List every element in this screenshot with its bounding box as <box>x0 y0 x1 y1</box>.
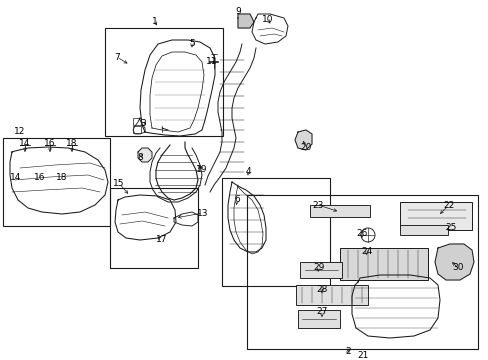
Text: 28: 28 <box>316 285 327 294</box>
Text: 29: 29 <box>313 262 324 271</box>
Text: 19: 19 <box>196 166 207 175</box>
Bar <box>110 188 198 268</box>
Text: 22: 22 <box>443 201 454 210</box>
Text: 1: 1 <box>152 18 158 27</box>
Text: 27: 27 <box>316 307 327 316</box>
Text: 21: 21 <box>357 351 368 360</box>
Bar <box>295 285 367 305</box>
Bar <box>105 28 223 136</box>
Text: 18: 18 <box>66 139 78 148</box>
Text: 14: 14 <box>19 139 31 148</box>
Polygon shape <box>138 148 152 162</box>
Bar <box>3 138 110 226</box>
Text: 7: 7 <box>114 53 120 62</box>
Bar <box>339 248 427 280</box>
Text: 25: 25 <box>445 224 456 233</box>
Text: 20: 20 <box>300 144 311 153</box>
Bar <box>299 262 341 278</box>
Text: 30: 30 <box>451 264 463 273</box>
Text: 15: 15 <box>113 179 124 188</box>
Text: 24: 24 <box>361 247 372 256</box>
Text: 3: 3 <box>140 120 145 129</box>
Bar <box>246 195 477 349</box>
Bar <box>133 118 141 125</box>
Text: 17: 17 <box>156 235 167 244</box>
Text: 23: 23 <box>312 201 323 210</box>
Bar <box>133 126 141 133</box>
Text: 16: 16 <box>34 174 46 183</box>
Text: 2: 2 <box>345 347 350 356</box>
Text: 4: 4 <box>244 167 250 176</box>
Text: 16: 16 <box>44 139 56 148</box>
Text: 11: 11 <box>206 58 217 67</box>
Polygon shape <box>294 130 311 150</box>
Bar <box>222 178 329 286</box>
Bar <box>399 225 447 235</box>
Text: 5: 5 <box>189 40 195 49</box>
Text: 14: 14 <box>10 174 21 183</box>
Bar <box>399 202 471 230</box>
Bar <box>309 205 369 217</box>
Text: 6: 6 <box>234 195 240 204</box>
Text: 26: 26 <box>356 229 367 238</box>
Text: 13: 13 <box>197 208 208 217</box>
Bar <box>297 310 339 328</box>
Text: 10: 10 <box>262 15 273 24</box>
Text: 18: 18 <box>56 174 68 183</box>
Text: 12: 12 <box>14 127 26 136</box>
Polygon shape <box>434 244 473 280</box>
Text: 9: 9 <box>235 8 241 17</box>
Polygon shape <box>238 14 253 28</box>
Text: 8: 8 <box>137 153 142 162</box>
